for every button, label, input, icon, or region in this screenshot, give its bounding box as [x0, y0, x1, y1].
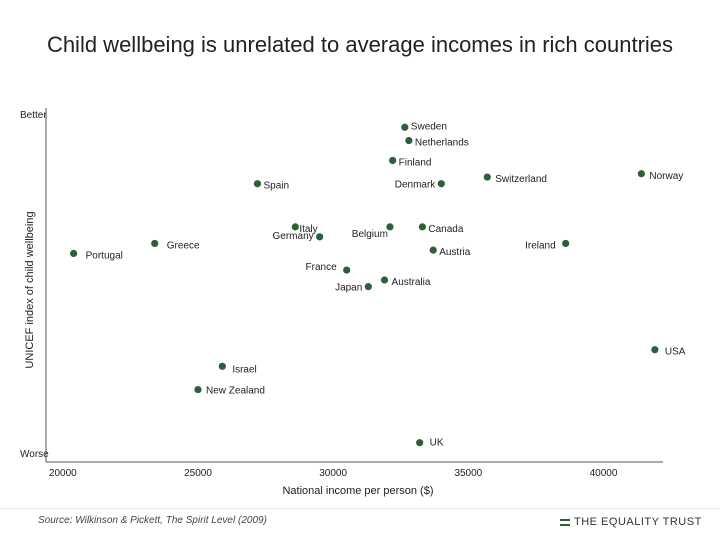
data-point-ireland: [562, 239, 570, 248]
point-label: Spain: [263, 181, 289, 192]
y-axis-bottom-label: Worse: [20, 449, 49, 460]
scatter-chart: 20000 25000 30000 35000 40000 Sweden Netherla…: [20, 108, 686, 497]
data-point-switzerland: [483, 173, 491, 181]
chart-title: Child wellbeing is unrelated to average …: [46, 32, 674, 57]
point-label: Switzerland: [495, 174, 547, 185]
point-label: Denmark: [395, 180, 437, 191]
brand-logo: THE EQUALITY TRUST: [560, 516, 702, 528]
data-point-italy: [291, 223, 299, 231]
point-label: Netherlands: [415, 138, 469, 149]
data-point-germany: [316, 233, 324, 241]
data-point-japan: [364, 283, 372, 291]
point-label: Canada: [428, 224, 463, 235]
equality-icon: [560, 518, 570, 527]
data-point-france: [343, 266, 351, 274]
point-label: France: [306, 262, 338, 273]
x-tick-label: 30000: [319, 468, 347, 479]
data-point-greece: [151, 239, 159, 248]
data-point-portugal: [70, 249, 78, 258]
data-point-sweden: [401, 123, 409, 131]
x-axis-label: National income per person ($): [282, 485, 433, 497]
data-point-uk: [416, 439, 424, 447]
data-point-spain: [253, 180, 262, 188]
data-point-israel: [218, 362, 226, 370]
source-note: Source: Wilkinson & Pickett, The Spirit …: [38, 515, 267, 526]
point-label: Israel: [232, 364, 256, 375]
y-axis-top-label: Better: [20, 110, 47, 121]
data-point-austria: [429, 246, 437, 254]
point-label: Italy: [299, 224, 317, 235]
point-label: Japan: [335, 283, 362, 294]
x-tick-label: 25000: [184, 468, 212, 479]
point-label: Germany: [273, 231, 314, 242]
data-point-canada: [418, 223, 426, 231]
point-label: Ireland: [525, 240, 556, 251]
data-point-norway: [637, 170, 645, 178]
data-point-belgium: [386, 223, 394, 231]
point-label: Belgium: [352, 229, 388, 240]
point-label: UK: [430, 438, 444, 449]
point-label: Portugal: [86, 250, 123, 261]
point-label: New Zealand: [206, 386, 265, 397]
footer-divider: [0, 508, 720, 509]
x-tick-label: 20000: [49, 468, 77, 479]
y-axis-label: UNICEF index of child wellbeing: [24, 211, 36, 368]
point-label: Austria: [439, 247, 471, 258]
data-point-usa: [651, 346, 659, 354]
data-point-finland: [389, 156, 397, 165]
data-point-netherlands: [405, 136, 413, 145]
point-label: Sweden: [411, 121, 447, 132]
point-label: Greece: [167, 240, 200, 251]
data-point-new-zealand: [194, 385, 202, 394]
data-point-australia: [380, 276, 389, 284]
point-label: USA: [665, 347, 686, 358]
brand-name: THE EQUALITY TRUST: [574, 516, 702, 528]
data-point-denmark: [437, 180, 445, 188]
point-label: Norway: [649, 171, 683, 182]
point-label: Australia: [392, 277, 431, 288]
point-label: Finland: [399, 157, 432, 168]
x-tick-label: 35000: [454, 468, 482, 479]
x-tick-label: 40000: [590, 468, 618, 479]
